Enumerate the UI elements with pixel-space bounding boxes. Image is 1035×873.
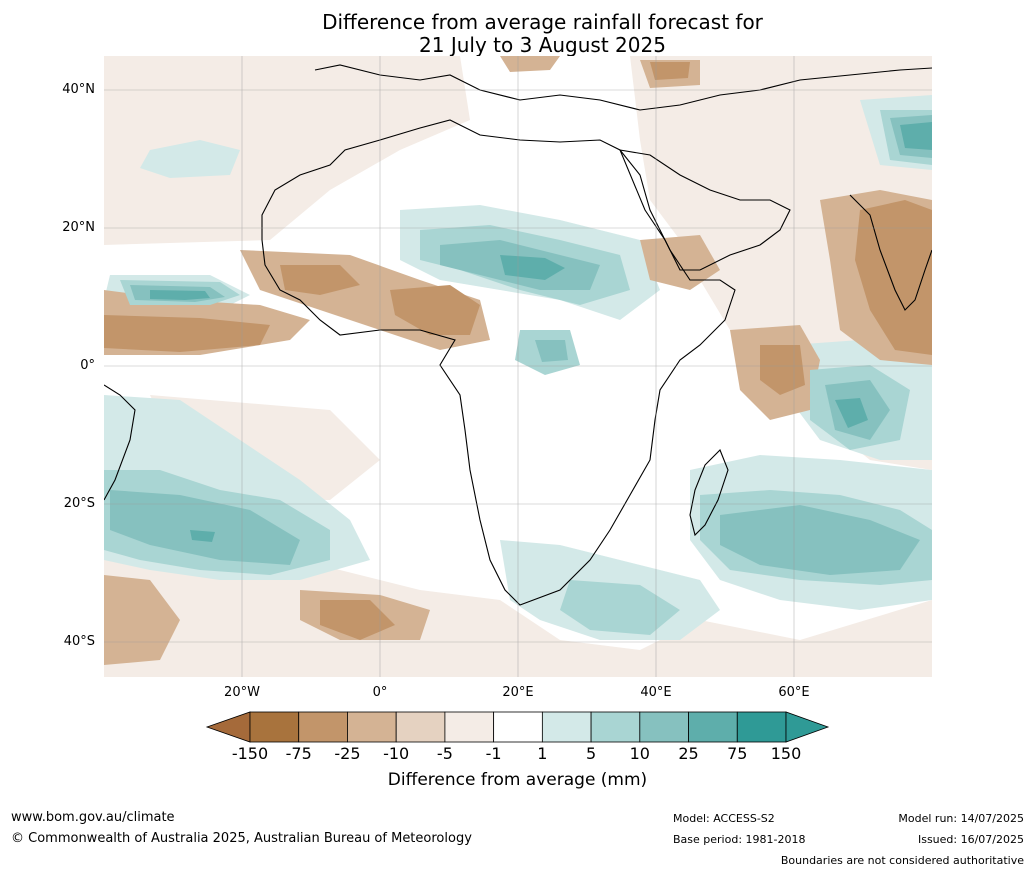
footer-model-run: Model run: 14/07/2025 bbox=[898, 812, 1024, 825]
map-area bbox=[104, 56, 932, 677]
lon-tick-label: 20°E bbox=[502, 685, 534, 700]
lon-tick-label: 60°E bbox=[778, 685, 810, 700]
colorbar-extend-min bbox=[205, 711, 251, 743]
colorbar-swatch bbox=[590, 711, 641, 743]
madagascar-coastline bbox=[689, 449, 729, 537]
colorbar-tick-label: -1 bbox=[485, 744, 502, 763]
colorbar-extend-max bbox=[785, 711, 830, 743]
india-coastline bbox=[849, 194, 932, 311]
colorbar-swatch bbox=[736, 711, 787, 743]
lat-tick-label: 20°S bbox=[63, 496, 95, 511]
colorbar-swatch bbox=[298, 711, 348, 743]
footer-model: Model: ACCESS-S2 bbox=[673, 812, 775, 825]
colorbar-title-text: Difference from average (mm) bbox=[387, 770, 648, 790]
lon-tick-label: 40°E bbox=[640, 685, 672, 700]
europe-coastline bbox=[314, 64, 932, 111]
colorbar-tick-label: -5 bbox=[436, 744, 453, 763]
colorbar-tick-label: -75 bbox=[285, 744, 312, 763]
graticule bbox=[104, 56, 932, 677]
colorbar-swatch bbox=[347, 711, 397, 743]
anomaly-extreme-teal bbox=[150, 122, 932, 542]
map-title-line2: 21 July to 3 August 2025 bbox=[419, 33, 666, 57]
arabia-coastline bbox=[619, 149, 791, 271]
colorbar-swatch bbox=[639, 711, 689, 743]
colorbar-swatch bbox=[541, 711, 592, 743]
map-title-line1: Difference from average rainfall forecas… bbox=[322, 10, 763, 34]
colorbar-tick-label: 10 bbox=[629, 744, 650, 763]
south-america-coastline bbox=[104, 384, 136, 501]
footer-url: www.bom.gov.au/climate bbox=[11, 810, 175, 825]
footer-base-period: Base period: 1981-2018 bbox=[673, 833, 806, 846]
colorbar-swatch bbox=[688, 711, 738, 743]
colorbar-tick-label: 1 bbox=[537, 744, 548, 763]
africa-coastline bbox=[261, 119, 736, 606]
lat-tick-label: 0° bbox=[80, 358, 95, 373]
colorbar-swatch bbox=[493, 711, 543, 743]
lon-tick-label: 20°W bbox=[224, 685, 260, 700]
colorbar-swatch bbox=[395, 711, 446, 743]
colorbar-swatch bbox=[249, 711, 300, 743]
colorbar-title: Difference from average (mm) bbox=[0, 770, 1035, 790]
colorbar-tick-label: -150 bbox=[231, 744, 269, 763]
lon-tick-label: 0° bbox=[372, 685, 388, 700]
footer-issued: Issued: 16/07/2025 bbox=[917, 833, 1024, 846]
colorbar-swatch bbox=[444, 711, 495, 743]
footer-copyright: © Commonwealth of Australia 2025, Austra… bbox=[11, 831, 472, 846]
lat-tick-label: 20°N bbox=[62, 220, 95, 235]
colorbar bbox=[205, 711, 830, 743]
coastlines bbox=[104, 64, 932, 606]
lat-tick-label: 40°N bbox=[62, 82, 95, 97]
footer-disclaimer: Boundaries are not considered authoritat… bbox=[780, 854, 1024, 867]
colorbar-tick-label: -25 bbox=[334, 744, 361, 763]
colorbar-tick-label: 150 bbox=[770, 744, 802, 763]
colorbar-tick-label: 5 bbox=[585, 744, 597, 763]
colorbar-tick-label: 25 bbox=[678, 744, 699, 763]
lat-tick-label: 40°S bbox=[63, 634, 95, 649]
colorbar-tick-label: -10 bbox=[383, 744, 410, 763]
colorbar-tick-label: 75 bbox=[727, 744, 748, 763]
